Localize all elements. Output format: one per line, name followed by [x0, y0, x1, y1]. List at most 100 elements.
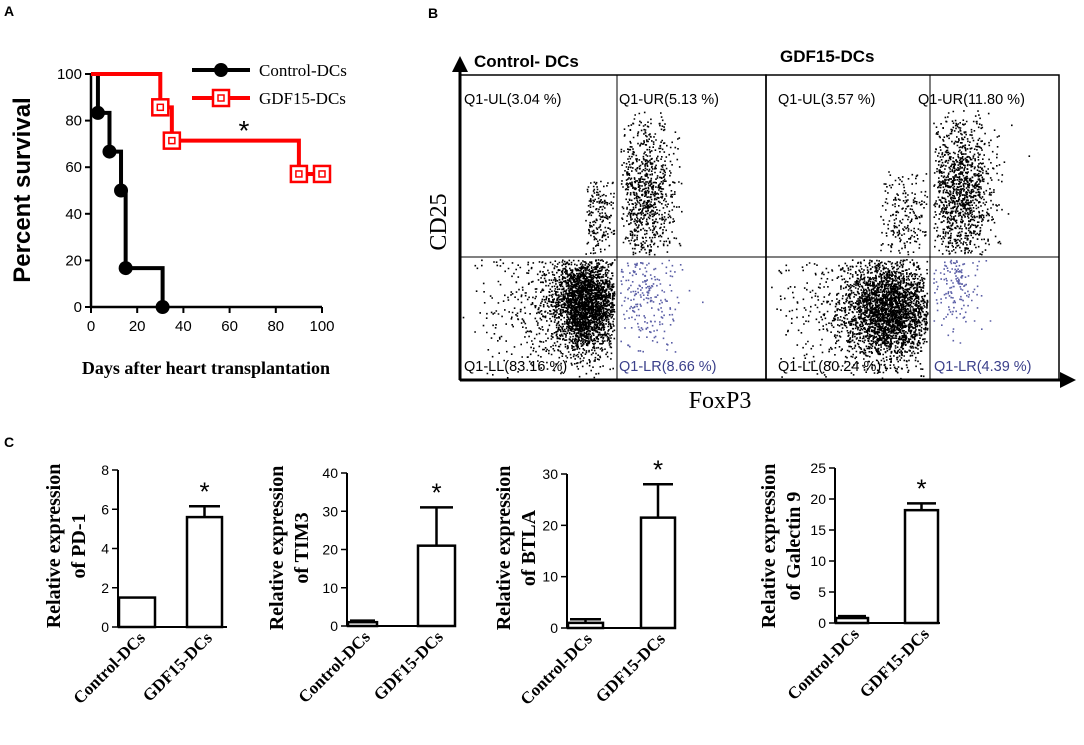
significance-star: * [916, 473, 926, 503]
bar-control [346, 620, 379, 628]
survival-ytick-label-4: 80 [65, 113, 82, 130]
bar-ytick-label-3: 30 [322, 503, 338, 519]
bar-ytick-label-0: 0 [330, 618, 338, 634]
significance-star: * [431, 477, 441, 507]
flow-plot-2-ll-cloud [813, 259, 929, 380]
survival-xtick-label-0: 0 [87, 318, 95, 335]
flow-plot-1-title: Control- DCs [474, 52, 579, 71]
bar-ytick-label-1: 10 [322, 580, 338, 596]
flow-plot-2-title: GDF15-DCs [780, 47, 874, 66]
bar-ytick-label-2: 10 [810, 553, 826, 569]
legend-marker-control [214, 63, 228, 77]
survival-ytick-label-5: 100 [57, 66, 82, 83]
flow-plot-2-q-ll: Q1-LL(80.24 %) [778, 359, 881, 375]
survival-point-gdf15 [289, 164, 309, 184]
legend-marker-gdf15-inner [217, 94, 225, 102]
bar-ytick-label-5: 25 [810, 460, 826, 476]
flow-plot-2-lr-cloud [933, 259, 992, 344]
flow-dot-clouds [462, 110, 1031, 380]
flow-plot-2-ur-cloud [933, 110, 1031, 256]
survival-curve-control [91, 72, 165, 307]
panel-letter-b: B [428, 5, 438, 21]
bar-category-label-0: Control-DCs [516, 629, 596, 709]
bar-category-label-0: Control-DCs [294, 627, 374, 707]
bar-ytick-label-2: 4 [101, 541, 109, 557]
significance-star: * [199, 476, 209, 506]
survival-point-gdf15-inner [156, 103, 165, 112]
survival-point-control [102, 144, 117, 159]
flow-plot-1-ur-cloud [620, 111, 683, 256]
bar-control [834, 616, 870, 625]
survival-point-gdf15-inner [318, 170, 326, 178]
flow-y-arrowhead [452, 56, 468, 72]
survival-ytick-label-3: 60 [65, 159, 82, 176]
survival-point-control [118, 261, 133, 276]
bar-ylabel-line1: Relative expression [43, 464, 65, 629]
flow-cytometry: Control- DCs GDF15-DCs Q1-UL(3.04 %) Q1-… [426, 47, 1076, 414]
flow-plot-1-ll-cloud [523, 259, 616, 375]
bar-category-label-0: Control-DCs [783, 624, 863, 704]
bar-ytick-label-4: 8 [101, 462, 109, 478]
flow-plot-1-ll-spread [462, 259, 615, 379]
flow-x-arrowhead [1060, 372, 1076, 388]
survival-xtick-label-3: 60 [221, 318, 238, 335]
bar-ytick-label-0: 0 [550, 620, 558, 636]
survival-chart: Percent survival Days after heart transp… [9, 61, 347, 378]
bar-control [566, 621, 605, 630]
bar-gdf15 [639, 516, 677, 630]
bar-ytick-label-0: 0 [818, 615, 826, 631]
bar-ytick-label-3: 15 [810, 522, 826, 538]
panel-letter-c: C [4, 434, 14, 450]
survival-xtick-label-1: 20 [129, 318, 146, 335]
flow-plot-1-q-lr: Q1-LR(8.66 %) [619, 359, 717, 375]
significance-star: * [653, 454, 663, 484]
flow-plot-2-q-ul: Q1-UL(3.57 %) [778, 92, 876, 108]
flow-plot-2-q-lr: Q1-LR(4.39 %) [934, 359, 1032, 375]
bar-ylabel-line2: of PD-1 [68, 514, 90, 579]
survival-point-gdf15 [151, 98, 170, 117]
legend-marker-gdf15 [211, 88, 231, 108]
survival-xlabel: Days after heart transplantation [82, 358, 330, 378]
bar-ytick-label-2: 20 [542, 517, 558, 533]
survival-significance-star: * [239, 115, 250, 146]
survival-point-control [155, 300, 170, 314]
survival-ylabel: Percent survival [9, 97, 36, 282]
bar-ylabel-line1: Relative expression [266, 466, 288, 631]
flow-plot-1-q-ul: Q1-UL(3.04 %) [464, 92, 562, 108]
flow-plot-2-ll-spread [771, 259, 929, 380]
survival-ytick-label-2: 40 [65, 206, 82, 223]
flow-plot-1-lr-cloud [620, 259, 704, 353]
flow-plot-1-ul-cloud [585, 180, 616, 255]
bar-ytick-label-2: 20 [322, 542, 338, 558]
legend-label-gdf15: GDF15-DCs [259, 89, 346, 108]
bar-ytick-label-1: 2 [101, 580, 109, 596]
bar-ytick-label-4: 40 [322, 465, 338, 481]
survival-point-gdf15 [162, 131, 182, 150]
survival-xtick-label-5: 100 [309, 318, 334, 335]
bar-category-label-1: GDF15-DCs [139, 628, 216, 705]
bar-ytick-label-3: 30 [542, 466, 558, 482]
flow-plot-2-q-ur: Q1-UR(11.80 %) [918, 92, 1025, 108]
survival-point-gdf15 [312, 164, 332, 184]
survival-point-gdf15-inner [295, 170, 303, 178]
bar-ylabel-line2: of BTLA [518, 509, 540, 586]
legend-label-control: Control-DCs [259, 61, 347, 80]
bar-control [117, 596, 157, 629]
bar-ylabel-line2: of TIM3 [291, 512, 313, 583]
panel-letter-a: A [4, 3, 14, 19]
survival-point-control [90, 105, 105, 120]
bar-ylabel-line1: Relative expression [758, 464, 780, 629]
survival-point-control [114, 183, 129, 198]
survival-xtick-label-2: 40 [175, 318, 192, 335]
flow-xlabel: FoxP3 [689, 388, 752, 414]
bar-ytick-label-0: 0 [101, 619, 109, 635]
bar-ytick-label-1: 5 [818, 584, 826, 600]
bar-category-label-1: GDF15-DCs [592, 629, 669, 706]
bar-ytick-label-4: 20 [810, 491, 826, 507]
